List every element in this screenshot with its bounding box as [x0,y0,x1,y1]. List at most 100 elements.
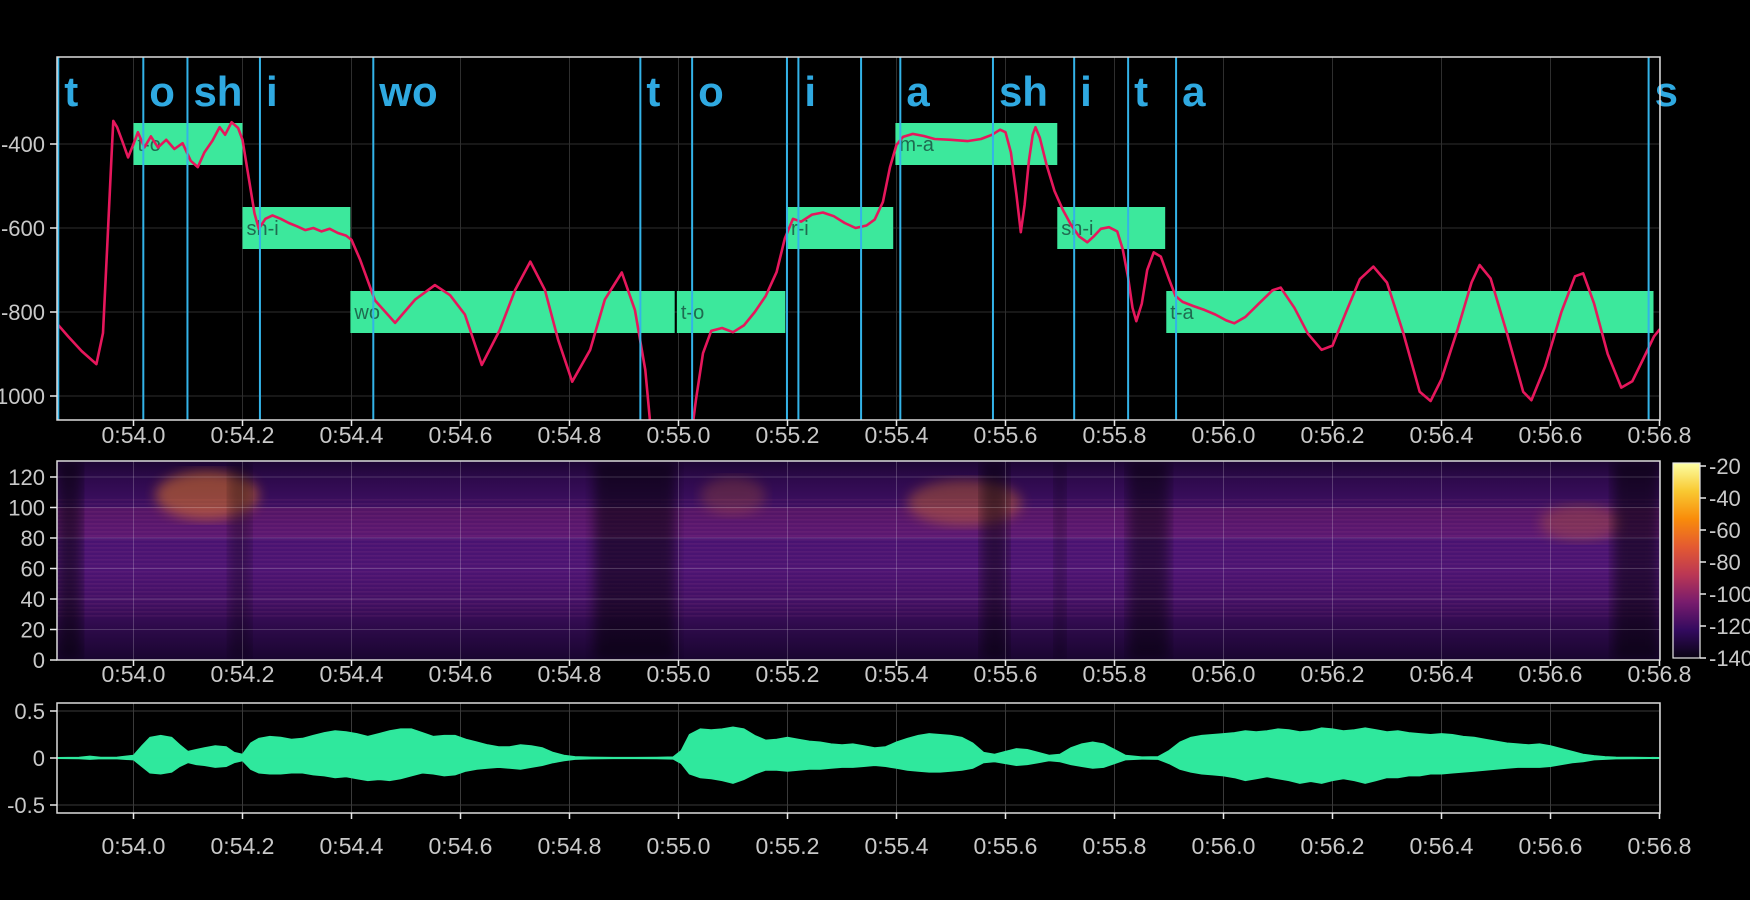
phoneme-label: t [1134,68,1148,115]
colorbar-tick-label: -120 [1709,614,1750,639]
silence-column [57,461,82,660]
note-segment-label: sh-i [1061,218,1093,240]
x-tick-label: 0:56.8 [1628,833,1692,859]
x-tick-label: 0:54.0 [102,833,166,859]
phoneme-label: t [646,68,660,115]
colorbar-gradient [1672,462,1701,659]
x-tick-label: 0:54.6 [429,833,493,859]
x-tick-label: 0:56.6 [1519,661,1583,687]
y-tick-label: -800 [1,300,45,325]
x-tick-label: 0:56.6 [1519,422,1583,448]
colorbar-tick-label: -60 [1709,518,1741,543]
colorbar-tick-label: -80 [1709,550,1741,575]
x-tick-label: 0:54.8 [538,833,602,859]
spectrogram-panel[interactable]: 120 100 80 60 40 20 0 0:54.0 0:54.2 0:54.4 0:54.6 0… [8,454,1750,687]
x-tick-label: 0:54.8 [538,422,602,448]
x-tick-label: 0:54.4 [320,422,384,448]
y-tick-label: 60 [21,557,45,582]
colorbar-tick-label: -100 [1709,582,1750,607]
x-tick-label: 0:56.2 [1301,833,1365,859]
panel-border [56,460,1661,661]
x-tick-label: 0:56.2 [1301,422,1365,448]
spectrogram-base[interactable] [57,461,1660,660]
y-tick-label: 20 [21,618,45,643]
y-tick-label: 40 [21,587,45,612]
x-tick-label: 0:56.0 [1192,833,1256,859]
spectrogram-image [57,461,1660,660]
note-segment-label: sh-i [247,218,279,240]
bright-energy-patch [700,477,766,516]
silence-column [1128,461,1169,660]
note-segment-label: r-i [791,218,809,240]
y-tick-label: 100 [8,496,45,521]
x-tick-label: 0:56.8 [1628,422,1692,448]
phoneme-label: sh [999,68,1048,115]
x-tick-label: 0:56.4 [1410,422,1474,448]
colorbar: -20 -40 -60 -80 -100 -120 -140 [1672,454,1750,671]
colorbar-tick-label: -40 [1709,486,1741,511]
phoneme-label: i [266,68,278,115]
y-tick-label: 120 [8,465,45,490]
x-tick-label: 0:56.0 [1192,661,1256,687]
y-tick-label: 0.5 [14,699,45,724]
phoneme-label: i [804,68,816,115]
pitch-panel[interactable]: t-osh-iwot-or-im-ash-it-atoshiwotoiashit… [0,56,1692,451]
x-tick-label: 0:56.4 [1410,661,1474,687]
phoneme-label: i [1080,68,1092,115]
colorbar-tick-label: -140 [1709,646,1750,671]
x-tick-label: 0:54.2 [211,661,275,687]
x-tick-label: 0:55.6 [974,422,1038,448]
y-tick-label: -400 [1,132,45,157]
phoneme-label: a [906,68,930,115]
x-tick-label: 0:54.6 [429,422,493,448]
x-tick-label: 0:55.8 [1083,422,1147,448]
x-tick-label: 0:55.0 [647,833,711,859]
colorbar-tick-label: -20 [1709,454,1741,479]
x-tick-label: 0:55.4 [865,422,929,448]
note-segment-label: wo [353,302,380,324]
pitch-curve [57,119,1660,420]
y-tick-label: -1000 [0,384,45,409]
phoneme-label: t [64,68,78,115]
y-tick-label: 0 [33,746,45,771]
x-tick-label: 0:55.2 [756,422,820,448]
x-tick-label: 0:55.8 [1083,661,1147,687]
x-tick-label: 0:55.2 [756,833,820,859]
phoneme-label: o [698,68,724,115]
x-tick-label: 0:55.0 [647,661,711,687]
x-tick-label: 0:55.4 [865,833,929,859]
note-segment[interactable] [676,291,786,333]
y-tick-label: -0.5 [7,793,45,818]
silence-column [1054,461,1066,660]
x-tick-label: 0:54.6 [429,661,493,687]
x-tick-label: 0:55.6 [974,661,1038,687]
phoneme-label: s [1655,68,1678,115]
x-tick-label: 0:54.2 [211,833,275,859]
x-tick-label: 0:56.4 [1410,833,1474,859]
x-tick-label: 0:54.0 [102,661,166,687]
note-segment[interactable] [1166,291,1654,333]
x-tick-label: 0:56.6 [1519,833,1583,859]
note-segment[interactable] [786,207,894,249]
note-segment-label: m-a [899,134,934,156]
phoneme-label: o [149,68,175,115]
x-tick-label: 0:56.0 [1192,422,1256,448]
phoneme-label: sh [193,68,242,115]
x-tick-label: 0:55.6 [974,833,1038,859]
x-tick-label: 0:54.2 [211,422,275,448]
x-tick-label: 0:54.4 [320,661,384,687]
x-tick-label: 0:54.8 [538,661,602,687]
x-tick-label: 0:55.2 [756,661,820,687]
x-tick-label: 0:55.8 [1083,833,1147,859]
waveform-panel[interactable]: 0.5 0 -0.5 0:54.0 0:54.2 0:54.4 0:54.6 0:54.8 0:… [7,699,1691,859]
y-tick-label: 80 [21,526,45,551]
silence-column [228,461,251,660]
silence-column [594,461,676,660]
x-tick-label: 0:56.8 [1628,661,1692,687]
bright-energy-patch [1539,504,1622,542]
phoneme-label: wo [378,68,437,115]
x-tick-label: 0:54.4 [320,833,384,859]
x-tick-label: 0:56.2 [1301,661,1365,687]
y-tick-label: -600 [1,216,45,241]
